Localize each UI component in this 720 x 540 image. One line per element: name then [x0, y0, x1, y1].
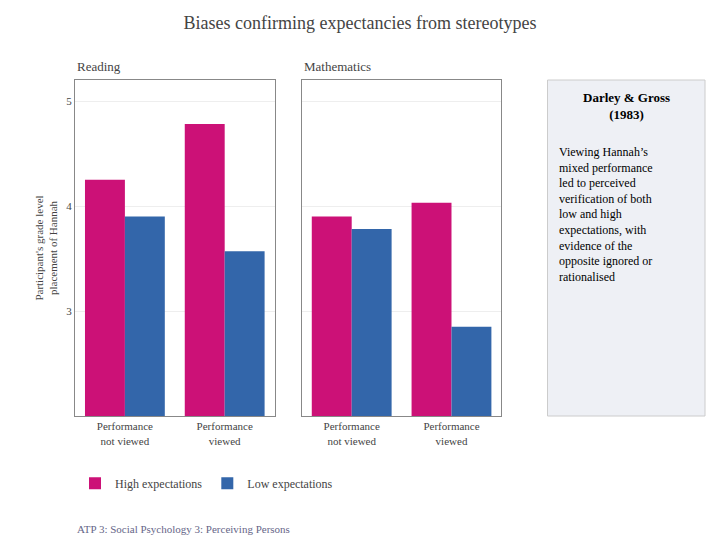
svg-text:Reading: Reading: [77, 59, 121, 74]
svg-text:Performanceviewed: Performanceviewed: [423, 420, 479, 446]
svg-text:5: 5: [66, 95, 72, 107]
svg-text:3: 3: [66, 305, 72, 317]
svg-text:Performancenot viewed: Performancenot viewed: [324, 420, 380, 446]
svg-text:Viewing Hannah’smixed performa: Viewing Hannah’smixed performanceled to …: [559, 145, 653, 284]
svg-text:Performancenot viewed: Performancenot viewed: [97, 420, 153, 446]
svg-text:Participant's grade levelplace: Participant's grade levelplacement of Ha…: [33, 195, 59, 300]
svg-text:Low expectations: Low expectations: [247, 477, 332, 491]
svg-text:High expectations: High expectations: [115, 477, 202, 491]
svg-text:Darley & Gross(1983): Darley & Gross(1983): [583, 90, 670, 122]
svg-text:4: 4: [66, 200, 72, 212]
svg-text:Mathematics: Mathematics: [304, 59, 371, 74]
svg-text:Biases confirming expectancies: Biases confirming expectancies from ster…: [184, 13, 537, 33]
svg-text:ATP 3: Social Psychology 3: Pe: ATP 3: Social Psychology 3: Perceiving P…: [77, 523, 290, 535]
svg-text:Performanceviewed: Performanceviewed: [197, 420, 253, 446]
